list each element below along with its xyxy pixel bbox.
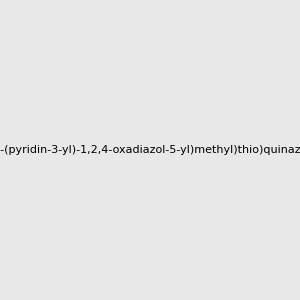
Text: 3-propyl-2-(((3-(pyridin-3-yl)-1,2,4-oxadiazol-5-yl)methyl)thio)quinazolin-4(3H): 3-propyl-2-(((3-(pyridin-3-yl)-1,2,4-oxa…	[0, 145, 300, 155]
